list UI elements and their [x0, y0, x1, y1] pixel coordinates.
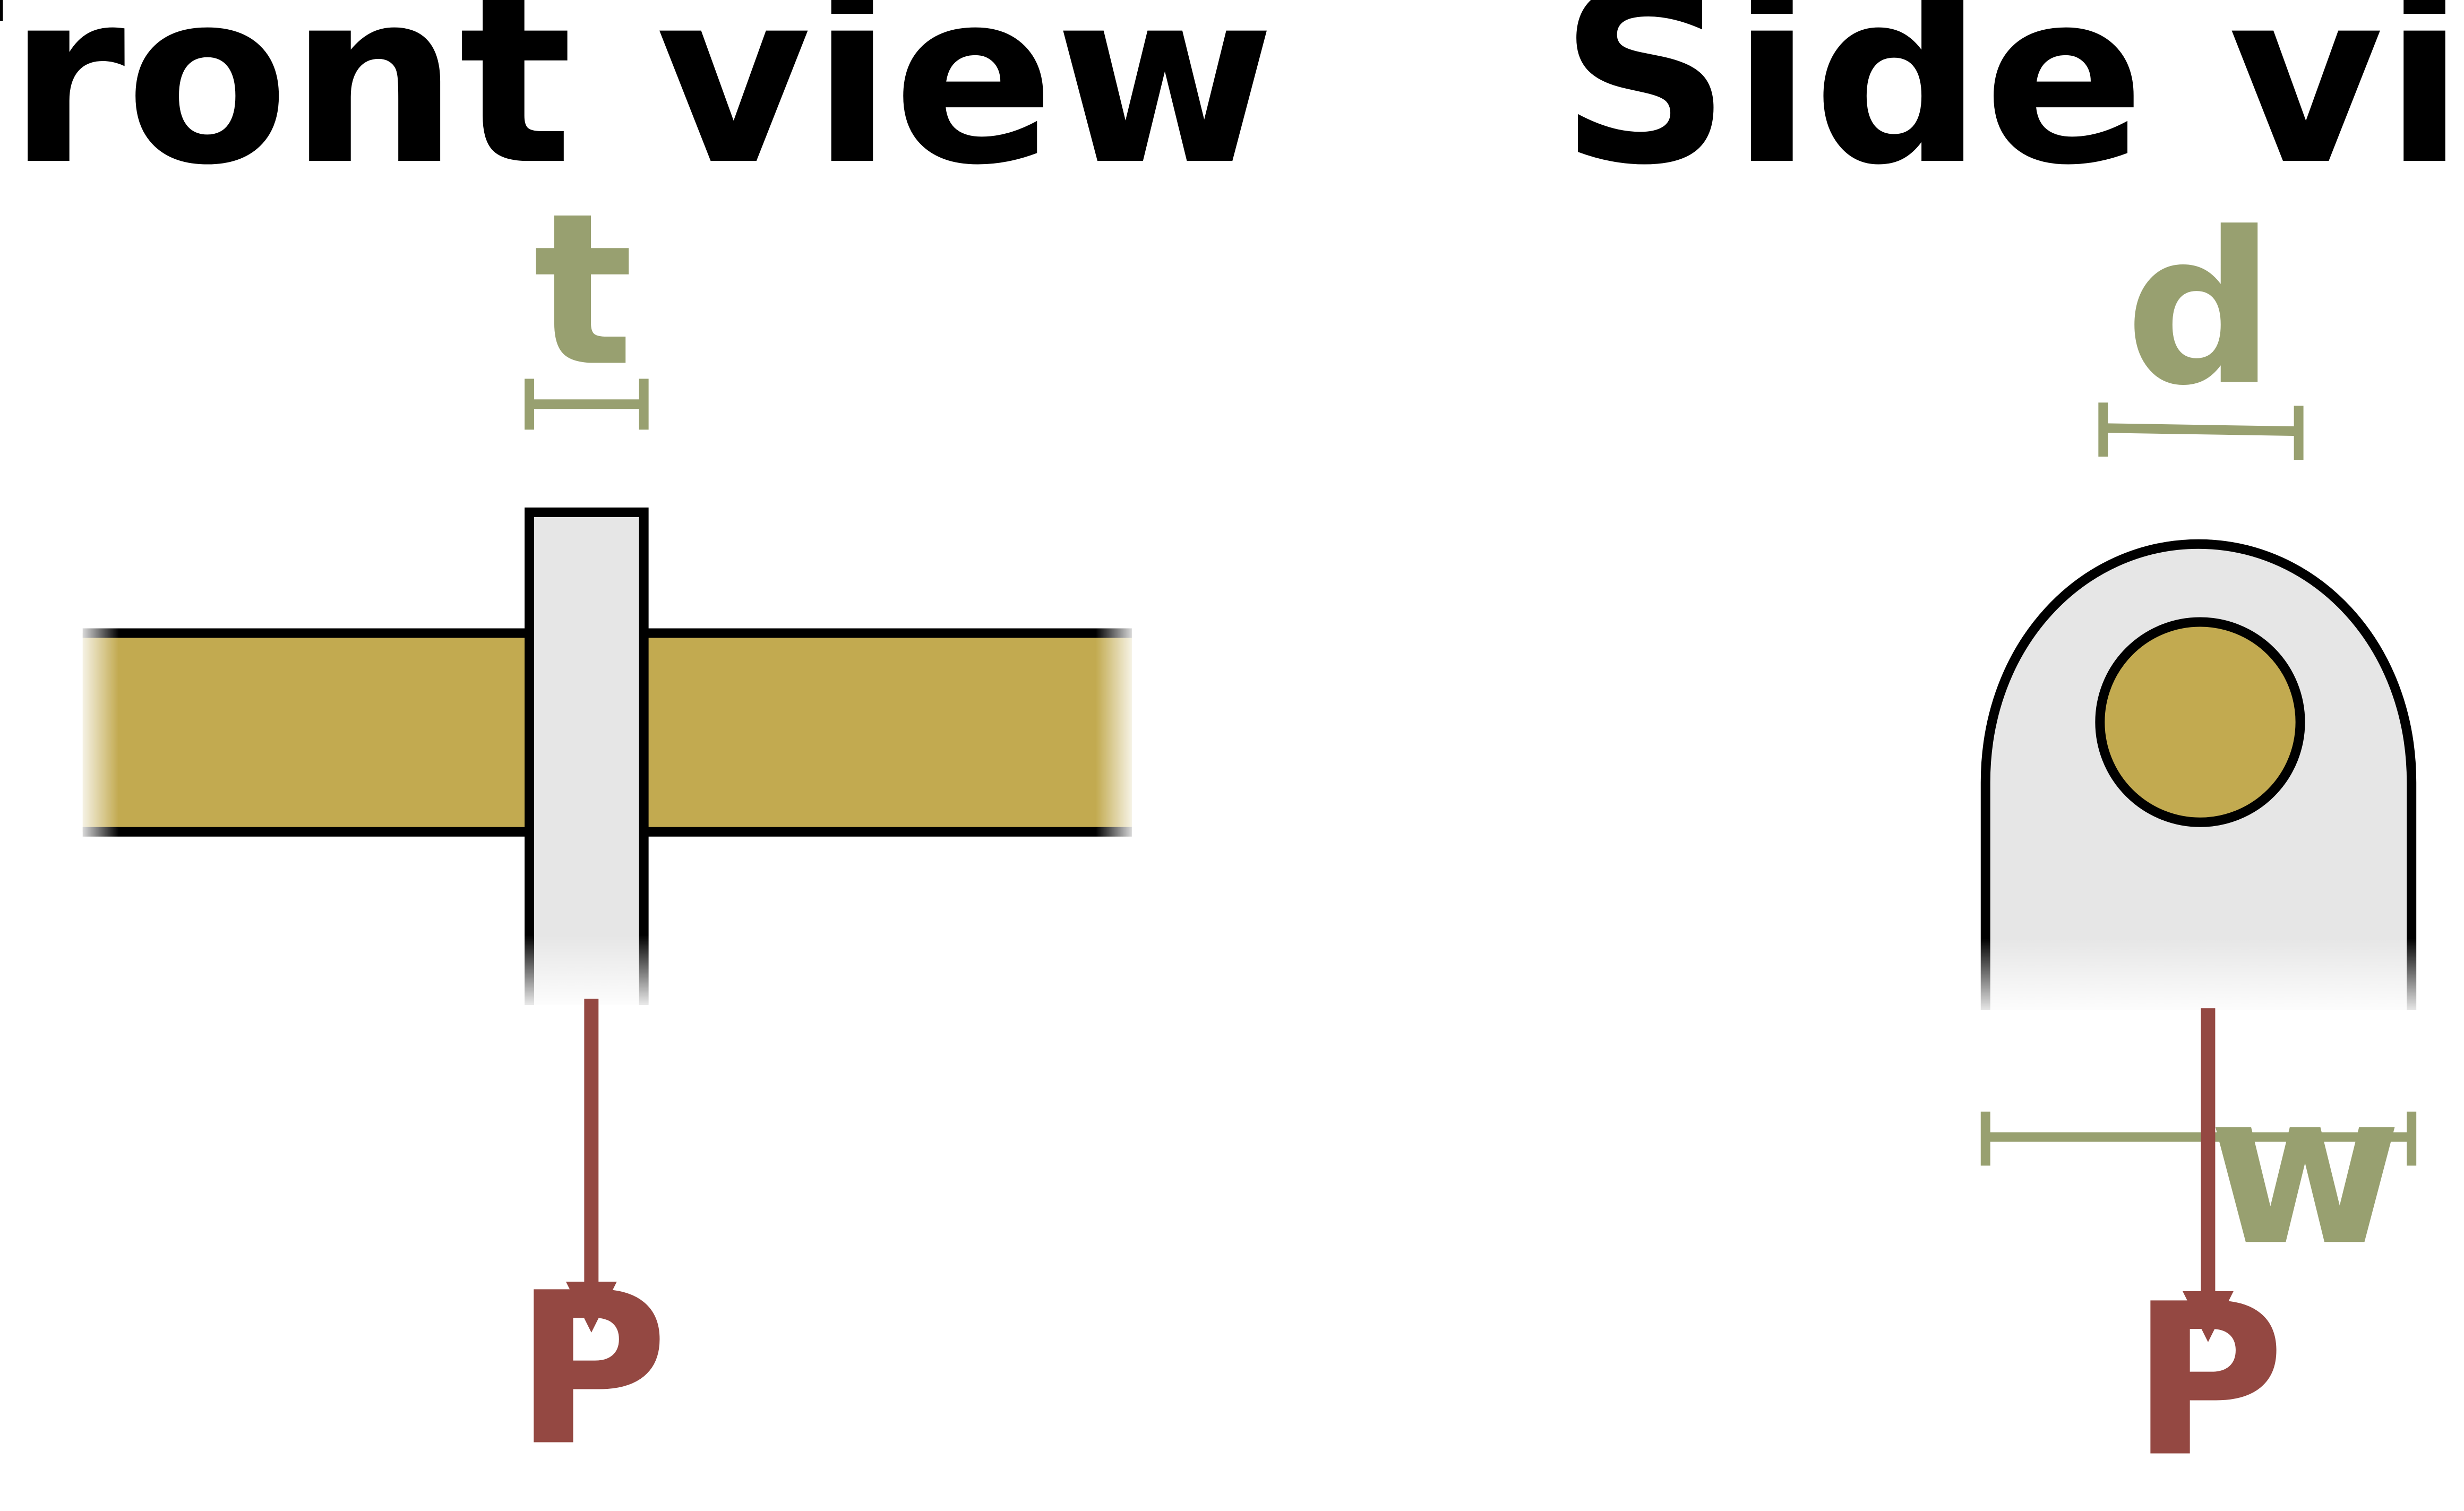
side-plate-fade: [1976, 938, 2422, 1018]
front-force-arrow: P: [514, 999, 668, 1492]
width-label: w: [2208, 1048, 2402, 1292]
front-force-label: P: [514, 1248, 668, 1492]
diameter-label: d: [2125, 187, 2276, 432]
diameter-dimension: d: [2098, 187, 2304, 460]
side-view: Side view d P w: [1559, 0, 2464, 1503]
side-force-label: P: [2131, 1259, 2285, 1503]
thickness-dimension: t: [525, 168, 649, 430]
plate-outline: [525, 507, 649, 1006]
side-force-arrow: P: [2131, 1008, 2285, 1503]
pin-circle: [2095, 617, 2305, 827]
arrow-head: [565, 1282, 617, 1333]
side-view-title: Side view: [1559, 0, 2464, 217]
front-view-title: Front view: [0, 0, 1275, 217]
plate: [520, 507, 654, 1012]
front-view: Front view t P: [0, 0, 1275, 1492]
width-dimension: [1980, 1111, 2417, 1166]
thickness-label: t: [533, 168, 633, 413]
plate-body: [529, 512, 644, 1006]
side-plate-outline: [1980, 539, 2417, 1010]
arrow-head: [2183, 1291, 2234, 1342]
